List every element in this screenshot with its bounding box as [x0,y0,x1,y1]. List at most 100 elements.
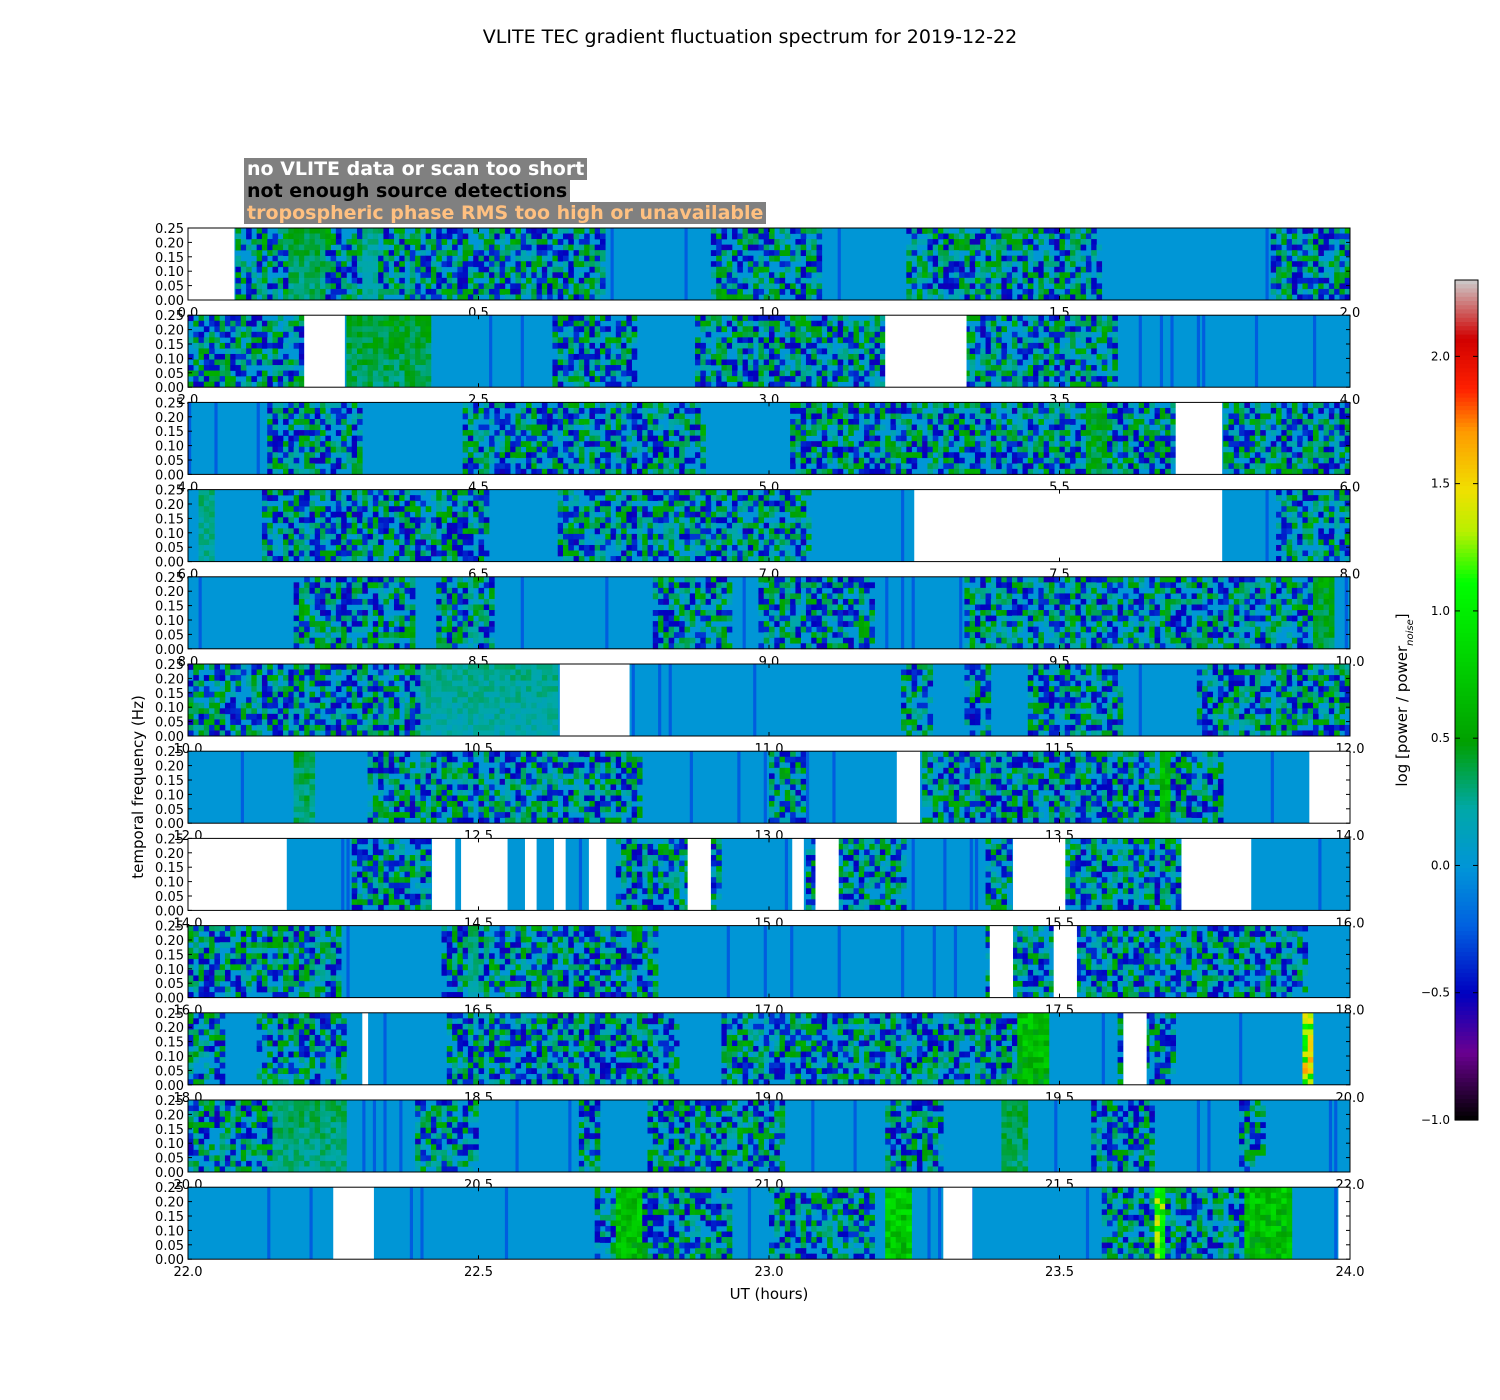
heatmap-cell [716,272,722,279]
heatmap-cell [716,294,722,301]
heatmap-cell [430,277,437,284]
heatmap-cell [547,266,553,273]
heatmap-cell [510,266,516,273]
heatmap-cell [515,441,522,448]
heatmap-cell [568,544,574,551]
heatmap-cell [1254,446,1261,453]
heatmap-cell [584,294,590,301]
heatmap-cell [473,261,479,268]
heatmap-cell [304,407,310,414]
heatmap-cell [325,452,331,459]
heatmap-cell [526,413,532,420]
heatmap-cell [615,435,622,442]
heatmap-cell [769,370,775,377]
heatmap-cell [594,353,601,360]
heatmap-cell [594,244,601,251]
heatmap-cell [293,495,300,501]
heatmap-cell [1144,441,1150,448]
heatmap-cell [1043,320,1050,327]
heatmap-cell [837,353,844,360]
heatmap-cell [256,353,263,360]
heatmap-cell [1254,463,1261,470]
chart-title: VLITE TEC gradient fluctuation spectrum … [483,26,1017,48]
heatmap-cell [568,407,574,414]
heatmap-cell [563,413,569,420]
heatmap-cell [985,331,992,338]
heatmap-cell [837,326,844,333]
heatmap-cell [795,255,801,262]
heatmap-cell [1017,441,1023,448]
heatmap-cell [916,424,923,431]
heatmap-cell [969,266,976,273]
heatmap-cell [520,413,527,420]
heatmap-cell [599,376,606,382]
heatmap-cell [1054,315,1060,322]
heatmap-cell [351,457,358,464]
heatmap-cell [742,331,749,338]
heatmap-cell [879,326,886,333]
heatmap-cell [462,457,469,464]
heatmap-cell [663,441,669,448]
heatmap-cell [309,517,316,524]
heatmap-cell [573,337,580,344]
heatmap-cell [367,320,374,327]
heatmap-cell [821,315,828,322]
heatmap-cell [1033,370,1039,377]
heatmap-cell [494,288,500,295]
heatmap-cell [626,533,632,540]
heatmap-cell [573,353,580,360]
heatmap-cell [742,239,749,245]
heatmap-cell [367,342,374,349]
heatmap-cell [1043,430,1050,436]
heatmap-cell [584,250,590,256]
heatmap-cell [531,261,537,268]
heatmap-cell [1064,430,1071,436]
heatmap-cell [726,294,733,301]
heatmap-cell [874,315,881,322]
heatmap-cell [805,452,812,459]
heatmap-cell [631,539,638,546]
heatmap-cell [378,528,384,535]
heatmap-cell [541,233,548,240]
heatmap-cell [805,424,812,431]
heatmap-cell [1154,468,1161,475]
heatmap-cell [251,359,257,366]
heatmap-cell [974,315,981,322]
heatmap-cell [858,326,865,333]
heatmap-cell [1096,413,1103,420]
heatmap-cell [510,244,516,251]
heatmap-cell [1017,228,1023,234]
heatmap-cell [536,419,543,425]
heatmap-cell [700,348,706,355]
heatmap-cell [1107,446,1113,453]
heatmap-cell [267,381,273,388]
heatmap-cell [811,457,817,464]
heatmap-cell [821,337,828,344]
heatmap-cells [235,228,1351,301]
heatmap-cell [938,430,944,436]
heatmap-cell [805,239,812,245]
heatmap-cell [1297,228,1303,234]
heatmap-cell [800,446,807,453]
heatmap-cell [335,446,342,453]
heatmap-cell [578,511,585,518]
heatmap-cell [1070,419,1076,425]
heatmap-cell [467,463,474,470]
heatmap-cell [330,255,337,262]
heatmap-cell [1059,430,1066,436]
heatmap-cell [1027,288,1034,295]
heatmap-cell [795,331,801,338]
heatmap-cell [906,446,912,453]
heatmap-cell [1128,468,1134,475]
heatmap-cell [1112,430,1118,436]
heatmap-cell [874,463,881,470]
heatmap-cell [335,228,342,234]
heatmap-cell [399,288,405,295]
heatmap-cell [605,430,611,436]
heatmap-cell [742,381,749,388]
heatmap-cell [425,288,432,295]
heatmap-cell [531,407,537,414]
heatmap-cell [726,283,733,290]
heatmap-cell [774,277,780,284]
heatmap-cell [351,239,358,245]
